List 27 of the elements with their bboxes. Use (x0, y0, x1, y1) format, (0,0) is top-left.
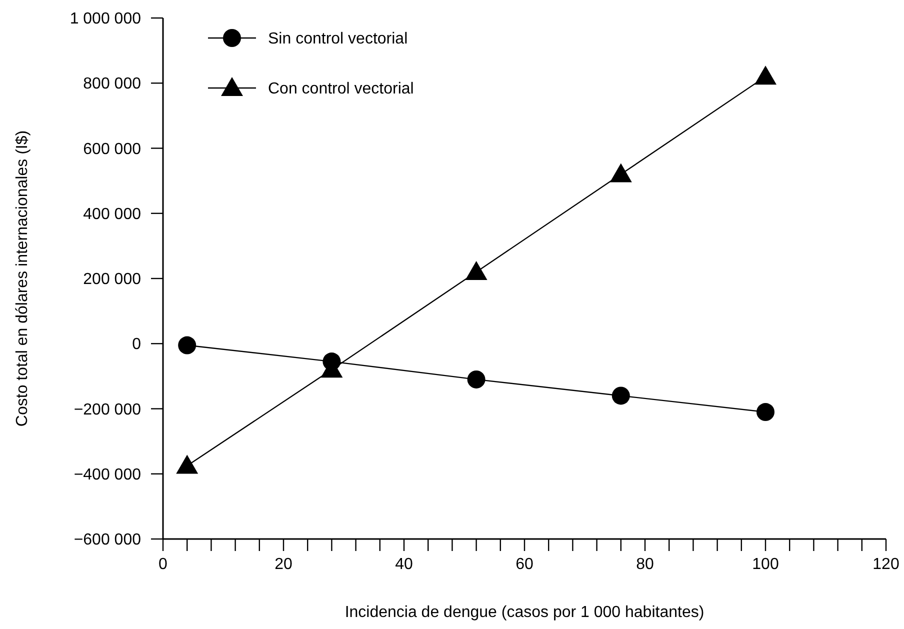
y-tick-label: 400 000 (83, 206, 142, 223)
x-tick-label: 20 (274, 556, 292, 573)
y-tick-label: −200 000 (74, 401, 142, 418)
y-tick-label: −600 000 (74, 532, 142, 549)
y-tick-label: 0 (132, 336, 142, 354)
y-tick-label: 800 000 (83, 76, 142, 93)
point (610, 163, 632, 182)
y-tick-label: −400 000 (74, 466, 142, 484)
point (178, 336, 196, 354)
x-tick-label: 40 (395, 556, 413, 573)
y-tick-label: 200 000 (83, 271, 142, 288)
x-tick-label: 120 (872, 556, 900, 573)
x-tick-label: 100 (752, 556, 779, 573)
point (467, 370, 486, 388)
legend-label: Sin control vectorial (268, 30, 408, 48)
point (612, 386, 630, 405)
point (465, 260, 488, 280)
y-axis-title: Costo total en dólares internacionales (I$) (14, 130, 31, 427)
x-tick-label: 80 (636, 556, 654, 573)
y-tick-label: 1 000 000 (70, 10, 142, 28)
x-tick-label: 0 (158, 556, 168, 573)
point (756, 403, 774, 422)
point (754, 66, 776, 85)
y-tick-label: 600 000 (83, 140, 142, 158)
legend-label: Con control vectorial (268, 80, 414, 98)
x-tick-label: 60 (516, 556, 534, 573)
x-axis-title: Incidencia de dengue (casos por 1 000 habitantes) (344, 604, 704, 621)
